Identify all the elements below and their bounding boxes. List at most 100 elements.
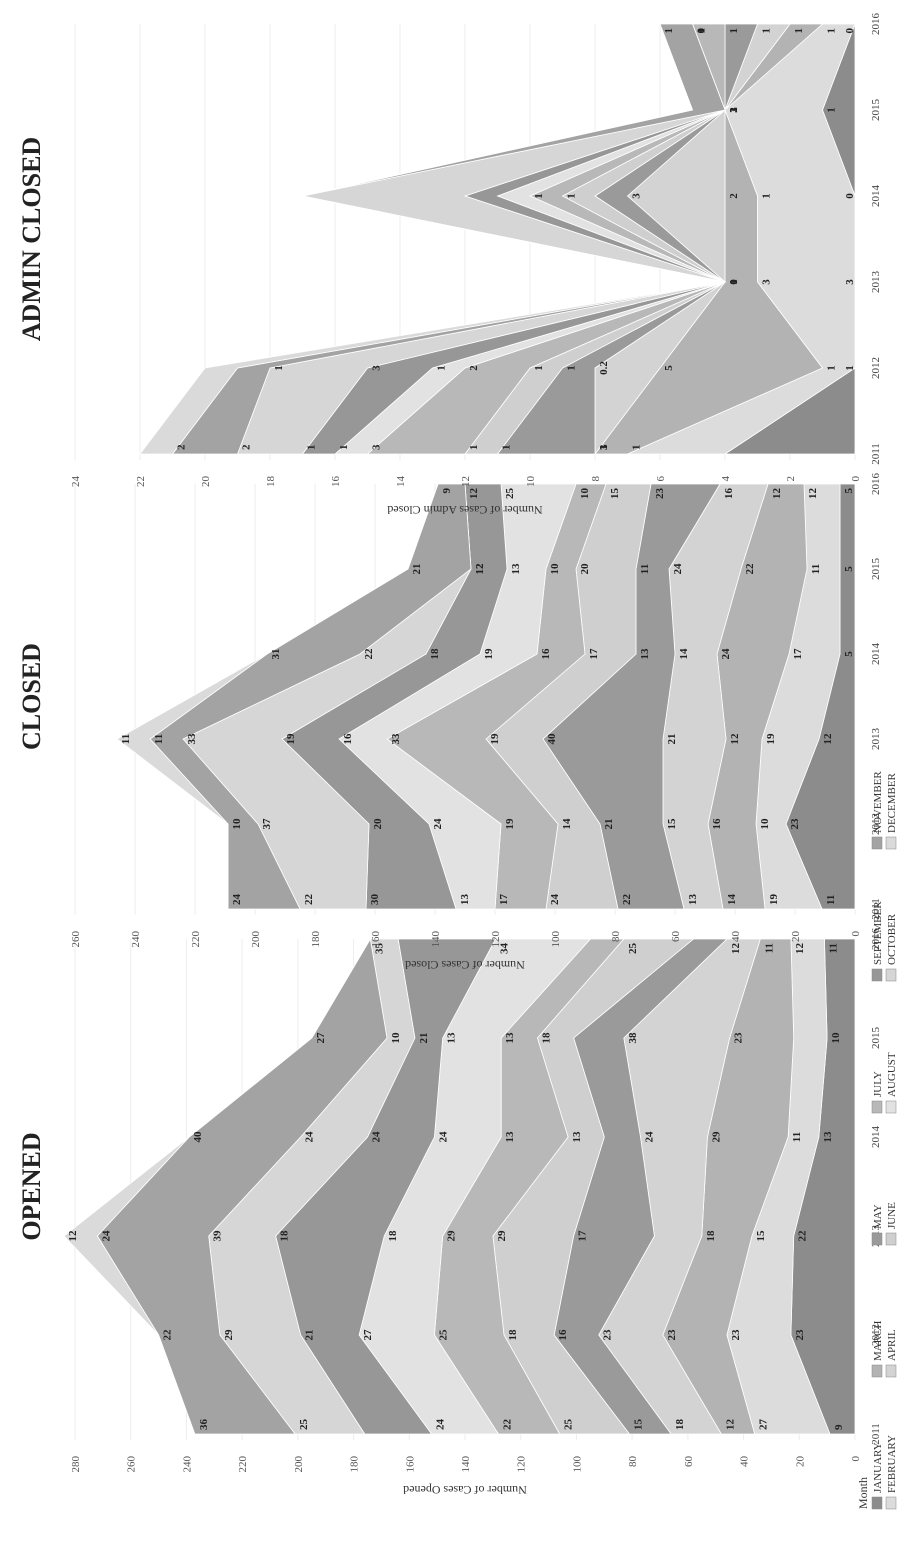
data-label: 1 (501, 445, 513, 451)
y-tick-label: 120 (490, 931, 502, 948)
data-label: 16 (540, 648, 552, 660)
data-label: 22 (303, 894, 315, 906)
data-label: 18 (387, 1230, 399, 1242)
data-label: 24 (644, 1131, 656, 1143)
x-tick-label: 2016 (870, 13, 882, 36)
data-label: 2 (468, 365, 480, 371)
data-label: 13 (446, 1032, 458, 1044)
data-label: 11 (827, 943, 839, 953)
data-label: 11 (825, 895, 837, 905)
data-label: 17 (577, 1230, 589, 1242)
legend-label: DECEMBER (886, 772, 898, 833)
x-tick-label: 2015 (870, 1027, 882, 1050)
legend-label: MARCH (872, 1321, 884, 1361)
data-label: 3 (761, 279, 773, 285)
y-tick-label: 20 (790, 931, 802, 943)
chart-panel-3: 0246810121416182022242011201220132014201… (17, 13, 882, 518)
y-tick-label: 40 (739, 1456, 751, 1468)
data-label: 25 (437, 1329, 449, 1341)
data-label: 40 (546, 733, 558, 745)
x-tick-label: 2016 (870, 928, 882, 951)
data-label: 24 (720, 648, 732, 660)
data-label: 1 (728, 107, 740, 113)
data-label: 2 (176, 444, 188, 450)
x-tick-label: 2014 (870, 185, 882, 208)
data-label: 12 (822, 733, 834, 745)
y-tick-label: 140 (430, 931, 442, 948)
legend-swatch (871, 1364, 883, 1378)
data-label: 0 (844, 193, 856, 199)
data-label: 5 (843, 566, 855, 572)
data-label: 3 (371, 444, 383, 450)
data-label: 10 (549, 563, 561, 575)
data-label: 19 (768, 894, 780, 906)
data-label: 3 (631, 193, 643, 199)
data-label: 25 (627, 943, 639, 955)
x-tick-label: 2011 (870, 443, 882, 465)
y-tick-label: 0 (850, 931, 862, 937)
data-label: 18 (429, 648, 441, 660)
data-label: 17 (498, 894, 510, 906)
data-label: 27 (362, 1329, 374, 1341)
data-label: 21 (418, 1033, 430, 1044)
data-label: 22 (162, 1329, 174, 1341)
data-label: 10 (390, 1032, 402, 1044)
data-label: 40 (192, 1131, 204, 1143)
data-label: 29 (446, 1230, 458, 1242)
y-tick-label: 200 (250, 931, 262, 948)
data-label: 0.2 (598, 361, 610, 375)
data-label: 24 (304, 1131, 316, 1143)
y-tick-label: 140 (460, 1456, 472, 1473)
data-label: 14 (561, 818, 573, 830)
data-label: 24 (231, 894, 243, 906)
data-label: 29 (496, 1230, 508, 1242)
data-label: 1 (793, 28, 805, 34)
y-tick-label: 18 (265, 476, 277, 488)
data-label: 5 (663, 365, 675, 371)
data-label: 24 (672, 563, 684, 575)
data-label: 16 (723, 488, 735, 500)
data-label: 24 (432, 818, 444, 830)
data-label: 14 (678, 648, 690, 660)
data-label: 1 (566, 193, 578, 199)
data-label: 1 (826, 28, 838, 34)
y-tick-label: 80 (610, 931, 622, 943)
legend-label: JANUARY (872, 1442, 884, 1493)
data-label: 33 (390, 733, 402, 745)
data-label: 30 (369, 894, 381, 906)
y-tick-label: 6 (655, 476, 667, 482)
x-tick-label: 2011 (870, 898, 882, 920)
data-label: 23 (789, 818, 801, 830)
data-label: 22 (501, 1419, 513, 1431)
data-label: 22 (621, 894, 633, 906)
y-tick-label: 100 (571, 1456, 583, 1473)
data-label: 12 (724, 1419, 736, 1431)
y-tick-label: 4 (720, 476, 732, 482)
data-label: 11 (153, 734, 165, 744)
data-label: 21 (411, 564, 423, 575)
data-label: 11 (791, 1132, 803, 1142)
data-label: 24 (100, 1230, 112, 1242)
data-label: 19 (489, 733, 501, 745)
data-label: 24 (437, 1131, 449, 1143)
data-label: 18 (705, 1230, 717, 1242)
data-label: 22 (363, 648, 375, 660)
legend-swatch (885, 1232, 897, 1246)
y-tick-label: 160 (370, 931, 382, 948)
data-label: 25 (563, 1419, 575, 1431)
legend-swatch (871, 836, 883, 850)
data-label: 10 (231, 818, 243, 830)
legend-title: Month (856, 1477, 870, 1509)
data-label: 37 (261, 818, 273, 830)
y-axis-label: Number of Cases Admin Closed (387, 503, 542, 517)
x-tick-label: 2014 (870, 1126, 882, 1149)
data-label: 1 (826, 107, 838, 113)
data-label: 0 (844, 28, 856, 34)
data-label: 22 (744, 563, 756, 575)
y-tick-label: 2 (785, 476, 797, 482)
data-label: 11 (639, 564, 651, 574)
data-label: 12 (729, 733, 741, 745)
y-tick-label: 240 (181, 1456, 193, 1473)
data-label: 11 (810, 564, 822, 574)
legend-swatch (885, 968, 897, 982)
